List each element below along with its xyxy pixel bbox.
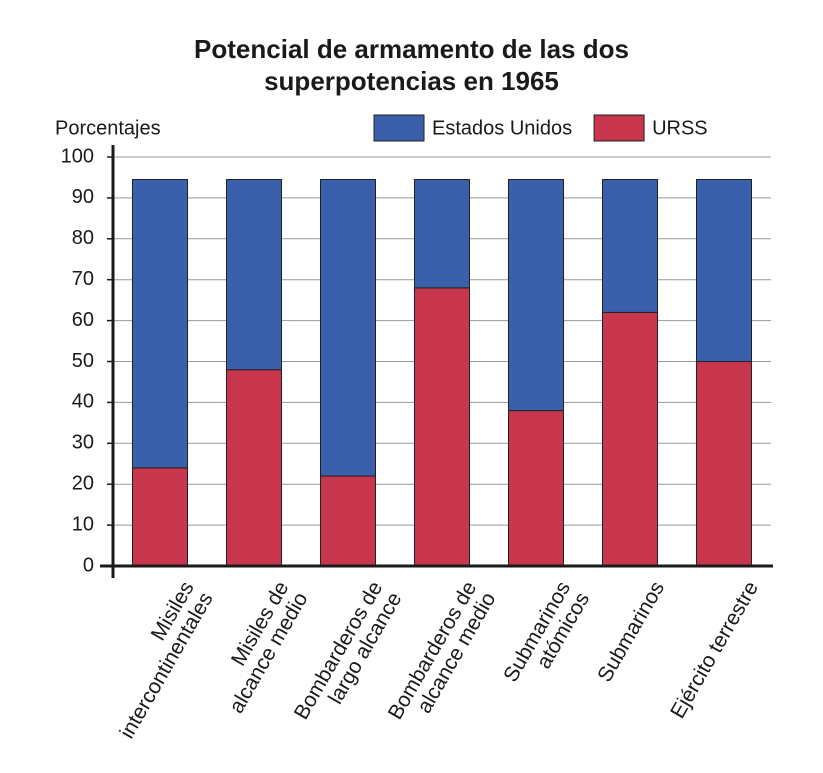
y-tick-label: 10 — [72, 513, 94, 535]
bar-segment — [696, 361, 752, 567]
bar-segment — [132, 467, 188, 567]
bar-segment — [320, 475, 376, 567]
bar-segment — [132, 178, 188, 469]
y-tick-label: 100 — [61, 145, 94, 167]
bar-segment — [414, 178, 470, 289]
y-tick-label: 60 — [72, 309, 94, 331]
bar-segment — [414, 287, 470, 567]
y-tick-label: 40 — [72, 391, 94, 413]
bar-segment — [508, 178, 564, 412]
legend-label: Estados Unidos — [432, 117, 572, 139]
chart-title: Potencial de armamento de las dos superp… — [194, 34, 629, 96]
y-tick-label: 80 — [72, 227, 94, 249]
bar-segment — [226, 369, 282, 567]
y-tick-label: 90 — [72, 186, 94, 208]
legend-swatch — [373, 114, 425, 142]
y-axis-label: Porcentajes — [55, 117, 161, 139]
bar-segment — [602, 311, 658, 567]
bar-segment — [696, 178, 752, 362]
y-tick-label: 70 — [72, 268, 94, 290]
y-tick-label: 50 — [72, 350, 94, 372]
legend-label: URSS — [652, 117, 708, 139]
y-tick-label: 30 — [72, 432, 94, 454]
bar-segment — [602, 178, 658, 313]
y-tick-label: 0 — [83, 554, 94, 576]
bar-segment — [226, 178, 282, 371]
bar-segment — [320, 178, 376, 477]
y-tick-label: 20 — [72, 472, 94, 494]
legend-swatch — [593, 114, 645, 142]
bar-segment — [508, 410, 564, 567]
